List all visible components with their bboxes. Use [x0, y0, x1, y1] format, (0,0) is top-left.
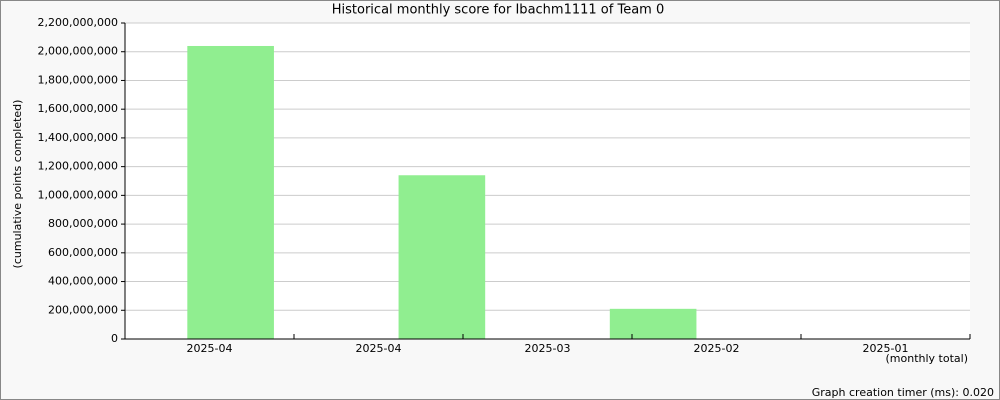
y-tick-label: 800,000,000 [48, 217, 118, 230]
x-tick-label: 2025-02 [694, 342, 740, 355]
x-tick-label: 2025-01 [863, 342, 909, 355]
y-tick-label: 1,800,000,000 [38, 73, 118, 86]
y-axis-label: (cumulative points completed) [11, 100, 24, 269]
y-tick-label: 1,000,000,000 [38, 188, 118, 201]
x-tick-label: 2025-04 [187, 342, 233, 355]
y-tick-label: 1,600,000,000 [38, 102, 118, 115]
bar [609, 308, 697, 339]
y-tick-label: 400,000,000 [48, 275, 118, 288]
y-tick-label: 2,200,000,000 [38, 16, 118, 29]
y-tick-label: 1,200,000,000 [38, 160, 118, 173]
x-tick-label: 2025-04 [356, 342, 402, 355]
y-tick-label: 200,000,000 [48, 303, 118, 316]
bar [398, 175, 486, 339]
footer: Graph creation timer (ms): 0.020 [812, 386, 994, 399]
y-tick-label: 2,000,000,000 [38, 45, 118, 58]
bar [187, 45, 274, 340]
chart-title: Historical monthly score for Ibachm1111 … [332, 3, 664, 18]
y-tick-label: 1,400,000,000 [38, 131, 118, 144]
y-tick-label: 0 [111, 332, 118, 345]
x-tick-label: 2025-03 [525, 342, 571, 355]
x-axis-label: (monthly total) [886, 352, 969, 365]
y-tick-label: 600,000,000 [48, 246, 118, 259]
